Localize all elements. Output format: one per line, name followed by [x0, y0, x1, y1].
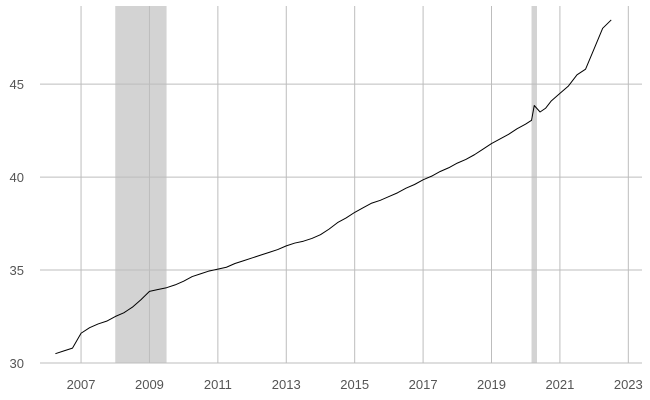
x-tick-label-2019: 2019	[477, 377, 506, 392]
series-line-0	[55, 19, 612, 355]
x-tick-label-2011: 2011	[204, 377, 232, 392]
shaded-period-0	[115, 6, 167, 363]
y-tick-label-40: 40	[10, 170, 24, 185]
shaded-periods	[115, 6, 537, 363]
x-tick-label-2023: 2023	[614, 377, 643, 392]
grid-lines	[40, 6, 642, 364]
x-tick-label-2021: 2021	[545, 377, 574, 392]
x-tick-label-2013: 2013	[272, 377, 301, 392]
y-tick-label-30: 30	[10, 356, 24, 371]
series-layer	[55, 19, 612, 355]
y-tick-label-45: 45	[10, 77, 24, 92]
x-axis-tick-labels: 2007 2009 2011 2013 2015 2017 2019 2021 2023	[67, 377, 643, 392]
x-tick-label-2017: 2017	[409, 377, 438, 392]
y-tick-label-35: 35	[10, 263, 24, 278]
y-axis-tick-labels: 30 35 40 45	[10, 77, 24, 371]
x-tick-label-2009: 2009	[135, 377, 164, 392]
shaded-period-1	[531, 6, 537, 363]
x-tick-label-2007: 2007	[67, 377, 96, 392]
x-tick-label-2015: 2015	[340, 377, 369, 392]
